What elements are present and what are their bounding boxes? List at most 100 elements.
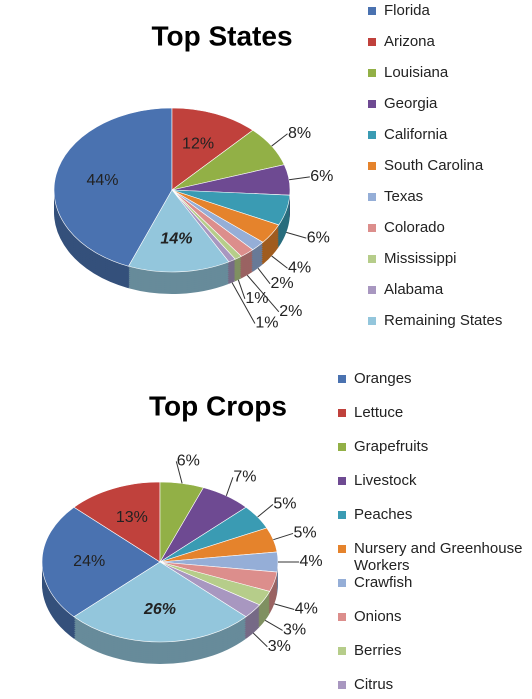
legend-item: Grapefruits — [338, 438, 530, 472]
leader-line — [225, 477, 234, 497]
legend-swatch — [338, 443, 346, 451]
data-label: 6% — [310, 168, 333, 185]
data-label: 24% — [73, 553, 105, 570]
legend-label: Citrus — [354, 676, 394, 693]
legend-label: Oranges — [354, 370, 412, 387]
legend-label: Crawfish — [354, 574, 413, 591]
data-label: 5% — [273, 496, 296, 513]
data-label: 14% — [160, 230, 192, 247]
legend-item: Florida — [368, 2, 528, 33]
legend-swatch — [368, 131, 376, 139]
leader-line — [274, 603, 295, 610]
leader-line — [231, 282, 256, 324]
legend-item: South Carolina — [368, 157, 528, 188]
data-label: 8% — [288, 125, 311, 142]
legend-swatch — [338, 375, 346, 383]
legend-swatch — [368, 100, 376, 108]
legend-swatch — [368, 162, 376, 170]
data-label: 12% — [182, 135, 214, 152]
legend-label: Livestock — [354, 472, 417, 489]
data-label: 13% — [116, 509, 148, 526]
legend-swatch — [368, 38, 376, 46]
legend-item: Crawfish — [338, 574, 530, 608]
legend-label: Colorado — [384, 219, 445, 236]
chart-title: Top Crops — [149, 390, 287, 421]
leader-line — [273, 532, 294, 541]
leader-line — [271, 255, 288, 269]
legend-label: Peaches — [354, 506, 413, 523]
legend-swatch — [368, 286, 376, 294]
slice — [73, 481, 161, 563]
slice — [171, 107, 254, 191]
legend-item: Mississippi — [368, 250, 528, 281]
data-label: 1% — [245, 290, 268, 307]
legend-item: Louisiana — [368, 64, 528, 95]
legend-swatch — [338, 477, 346, 485]
legend-label: Louisiana — [384, 64, 449, 81]
legend-item: Onions — [338, 608, 530, 642]
legend-item: Texas — [368, 188, 528, 219]
slice — [73, 561, 247, 643]
data-label: 26% — [143, 601, 176, 618]
legend-label: South Carolina — [384, 157, 484, 174]
data-label: 5% — [293, 525, 316, 542]
legend-label: Texas — [384, 188, 424, 205]
legend-swatch — [338, 579, 346, 587]
data-label: 2% — [271, 275, 294, 292]
data-label: 4% — [295, 601, 318, 618]
legend-swatch — [338, 409, 346, 417]
data-label: 3% — [283, 622, 306, 639]
leader-line — [271, 133, 288, 147]
legend-swatch — [338, 681, 346, 689]
data-label: 7% — [233, 469, 256, 486]
legend-swatch — [338, 613, 346, 621]
legend-label: Arizona — [384, 33, 435, 50]
data-label: 3% — [268, 638, 291, 655]
legend-swatch — [338, 545, 346, 553]
legend-swatch — [368, 224, 376, 232]
data-label: 44% — [86, 172, 118, 189]
legend-swatch — [368, 7, 376, 15]
legend-item: California — [368, 126, 528, 157]
leader-line — [175, 461, 183, 484]
legend-item: Colorado — [368, 219, 528, 250]
leader-line — [264, 619, 283, 631]
legend-label: Berries — [354, 642, 402, 659]
slice — [53, 107, 173, 267]
legend-item: Remaining States — [368, 312, 528, 343]
legend-label: Grapefruits — [354, 438, 429, 455]
legend-item: Berries — [338, 642, 530, 676]
legend-item: Lettuce — [338, 404, 530, 438]
legend-item: Peaches — [338, 506, 530, 540]
data-label: 2% — [279, 303, 302, 320]
legend-label: Onions — [354, 608, 402, 625]
leader-line — [237, 279, 246, 299]
legend-swatch — [368, 255, 376, 263]
legend-label: Georgia — [384, 95, 438, 112]
legend-item: Alabama — [368, 281, 528, 312]
chart-title: Top States — [151, 20, 292, 51]
legend-swatch — [338, 647, 346, 655]
legend-label: California — [384, 126, 448, 143]
legend-label: Lettuce — [354, 404, 404, 421]
legend-label: Alabama — [384, 281, 444, 298]
legend-item: Nursery and Greenhouse Workers — [338, 540, 530, 574]
leader-line — [246, 274, 280, 313]
legend: Florida Arizona Louisiana Georgia California… — [368, 2, 528, 343]
leader-line — [257, 504, 274, 518]
legend-item: Citrus — [338, 676, 530, 699]
data-label: 6% — [307, 229, 330, 246]
legend-item: Oranges — [338, 370, 530, 404]
legend-label: Nursery and Greenhouse Workers — [354, 540, 523, 574]
legend-swatch — [368, 69, 376, 77]
data-label: 1% — [255, 315, 278, 332]
slice — [128, 189, 230, 273]
data-label: 4% — [288, 259, 311, 276]
data-label: 4% — [299, 553, 322, 570]
legend-swatch — [368, 193, 376, 201]
legend-label: Florida — [384, 2, 430, 19]
leader-line — [289, 176, 310, 181]
legend-label: Remaining States — [384, 312, 503, 329]
